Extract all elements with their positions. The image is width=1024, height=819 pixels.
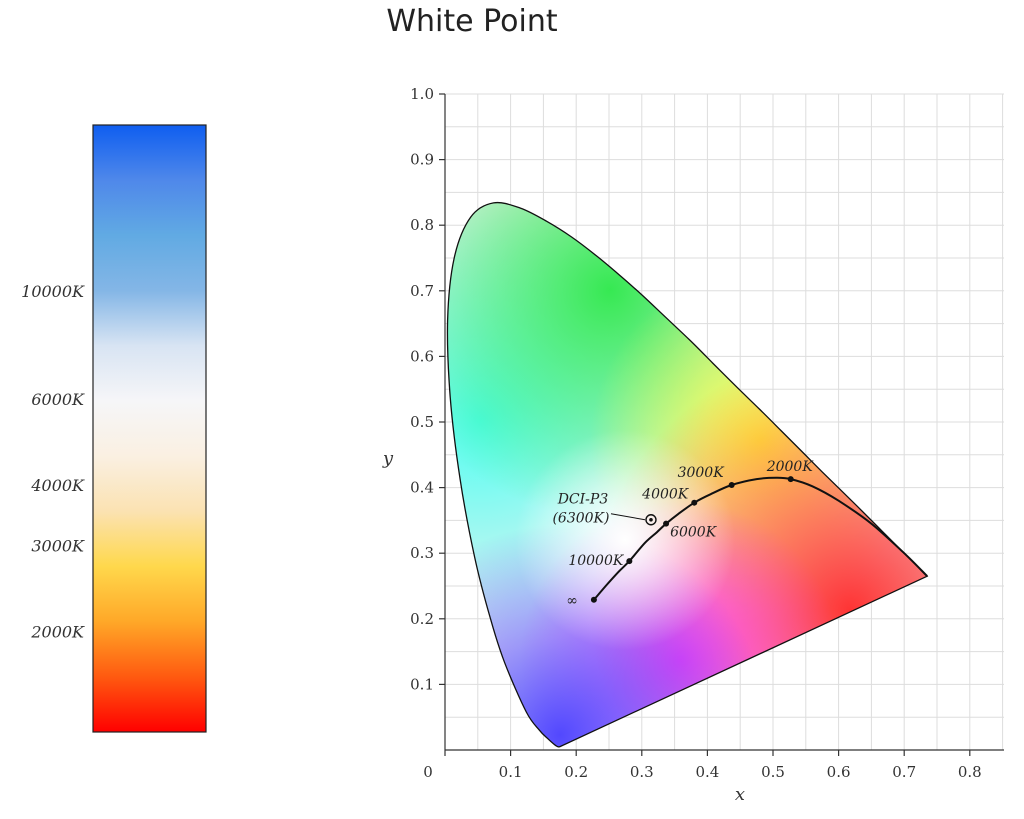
dci-p3-label: DCI-P3 bbox=[557, 492, 609, 508]
x-tick-label: 0.6 bbox=[827, 763, 851, 781]
dci-p3-marker bbox=[645, 514, 657, 526]
x-tick-label: 0.5 bbox=[761, 763, 785, 781]
x-tick-label: 0.2 bbox=[564, 763, 588, 781]
chart-title: White Point bbox=[386, 4, 558, 39]
white-point-label: 6000K bbox=[670, 525, 718, 541]
annotations: DCI-P3 (6300K) bbox=[552, 492, 657, 527]
spectral-locus-outline bbox=[446, 201, 929, 748]
y-tick-label: 0.1 bbox=[410, 675, 434, 693]
y-axis-label: y bbox=[382, 448, 394, 469]
y-tick-label: 0.7 bbox=[410, 282, 434, 300]
y-tick-label: 0.6 bbox=[410, 347, 434, 365]
white-point-label: 3000K bbox=[678, 465, 726, 481]
white-point-marker bbox=[626, 558, 633, 565]
y-tick-label: 0.9 bbox=[410, 151, 434, 169]
white-point-label: 10000K bbox=[568, 553, 625, 569]
y-tick-label: 1.0 bbox=[410, 85, 434, 103]
dci-p3-temperature-label: (6300K) bbox=[552, 511, 609, 527]
y-tick-label: 0.4 bbox=[410, 479, 434, 497]
dci-p3-marker-dot bbox=[649, 517, 653, 522]
y-tick-label: 0.8 bbox=[410, 216, 434, 234]
white-point-marker bbox=[787, 476, 794, 483]
x-axis-label: x bbox=[735, 784, 745, 805]
white-point-marker bbox=[691, 499, 698, 506]
temperature-label: 3000K bbox=[31, 537, 85, 556]
axis-ticks: 0 0.1 0.2 0.3 0.4 0.5 0.6 0.7 0.8 0.1 0.2 0.3 0.4 0.5… bbox=[410, 85, 982, 781]
y-tick-label: 0.3 bbox=[410, 544, 434, 562]
x-tick-label: 0.3 bbox=[630, 763, 654, 781]
white-point-label: 2000K bbox=[766, 459, 815, 475]
color-temperature-labels: 10000K 6000K 4000K 3000K 2000K bbox=[21, 282, 85, 642]
white-point-label: 4000K bbox=[641, 487, 690, 503]
y-tick-label: 0.2 bbox=[410, 610, 434, 628]
temperature-label: 6000K bbox=[31, 390, 85, 409]
white-point-marker bbox=[663, 520, 670, 527]
dci-p3-leader-line bbox=[610, 513, 646, 521]
y-tick-label: 0.5 bbox=[410, 413, 434, 431]
white-point-markers: ∞ 10000K 6000K 4000K 3000K 2000K bbox=[566, 459, 814, 609]
temperature-label: 4000K bbox=[30, 476, 85, 495]
x-tick-label: 0 bbox=[423, 763, 433, 781]
x-tick-label: 0.8 bbox=[958, 763, 982, 781]
color-temperature-bar bbox=[92, 124, 207, 733]
x-tick-label: 0.1 bbox=[499, 763, 523, 781]
temperature-label: 2000K bbox=[30, 623, 85, 642]
white-point-label: ∞ bbox=[566, 593, 578, 609]
white-point-marker bbox=[590, 596, 597, 603]
x-tick-label: 0.7 bbox=[892, 763, 916, 781]
temperature-label: 10000K bbox=[21, 282, 85, 301]
white-point-marker bbox=[728, 481, 735, 488]
x-tick-label: 0.4 bbox=[695, 763, 719, 781]
